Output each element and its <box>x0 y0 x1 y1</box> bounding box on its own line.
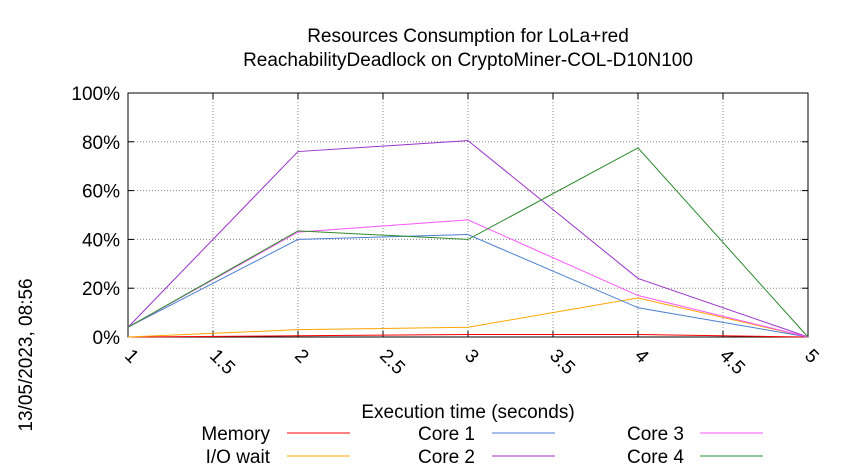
x-tick-label: 4 <box>630 345 653 368</box>
x-tick-label: 3.5 <box>545 345 579 379</box>
y-axis-ticks: 0% 20% 40% 60% 80% 100% <box>71 84 808 349</box>
chart-title-line-2: ReachabilityDeadlock on CryptoMiner-COL-… <box>243 50 693 71</box>
x-tick-label: 3 <box>460 345 482 367</box>
y-tick-label: 0% <box>93 328 121 349</box>
y-tick-label: 60% <box>82 182 120 203</box>
x-tick-label: 5 <box>800 345 822 367</box>
series-line-memory <box>127 334 809 338</box>
x-axis-label: Execution time (seconds) <box>361 402 574 423</box>
x-tick-label: 1.5 <box>205 345 239 379</box>
legend-label-core-1: Core 1 <box>418 424 475 445</box>
x-tick-label: 1 <box>120 345 142 367</box>
legend-label-i-o-wait: I/O wait <box>206 447 271 468</box>
y-tick-label: 20% <box>82 279 120 300</box>
timestamp-label: 13/05/2023, 08:56 <box>16 278 37 431</box>
series-line-core-3 <box>127 219 809 338</box>
series-line-core-2 <box>127 140 809 338</box>
y-tick-label: 80% <box>82 133 120 154</box>
x-tick-label: 4.5 <box>715 345 749 379</box>
chart-title-line-1: Resources Consumption for LoLa+red <box>307 26 629 47</box>
y-tick-label: 100% <box>71 84 120 105</box>
series-line-core-4 <box>127 147 809 338</box>
x-tick-label: 2 <box>290 345 312 367</box>
series-line-i-o-wait <box>127 297 809 338</box>
legend-label-core-2: Core 2 <box>418 447 475 468</box>
chart-title: Resources Consumption for LoLa+red Reach… <box>243 26 693 71</box>
series-lines <box>127 140 809 338</box>
legend-label-memory: Memory <box>201 424 270 445</box>
legend-label-core-3: Core 3 <box>627 424 684 445</box>
series-line-core-1 <box>127 234 809 338</box>
x-tick-label: 2.5 <box>375 345 409 379</box>
grid <box>128 93 808 337</box>
y-tick-label: 40% <box>82 230 120 251</box>
legend-label-core-4: Core 4 <box>627 447 684 468</box>
